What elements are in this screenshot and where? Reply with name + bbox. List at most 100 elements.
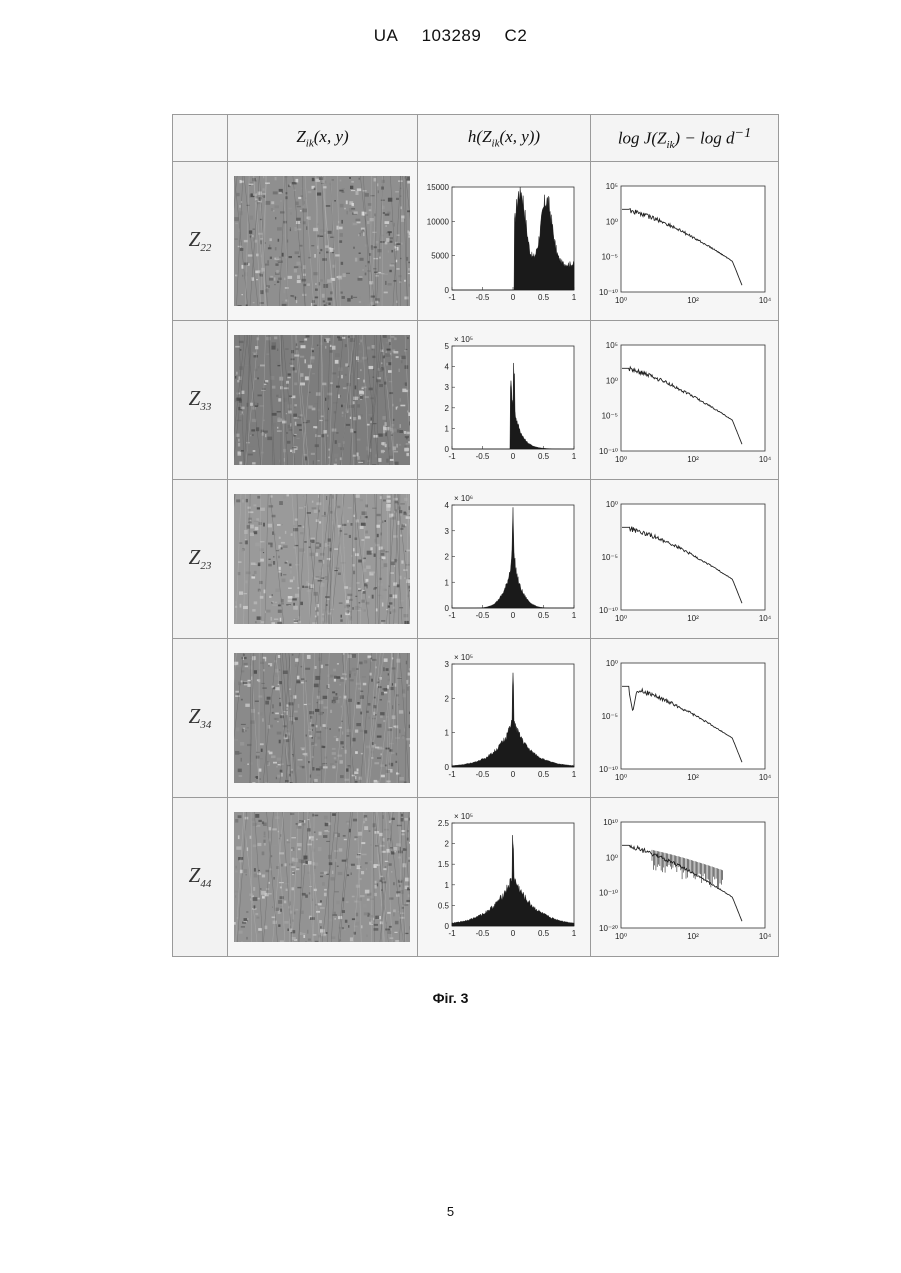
histogram-x-tick: 1 <box>572 770 577 779</box>
spectrum-x-tick: 10⁰ <box>615 932 627 941</box>
spectrum-plot: 10⁻¹⁰10⁻⁵10⁰10⁰10²10⁴ <box>591 639 778 797</box>
histogram-x-tick: 0 <box>511 770 516 779</box>
row-label-subscript: 44 <box>200 879 211 891</box>
histogram-x-tick: 0 <box>511 293 516 302</box>
country-code: UA <box>374 26 399 45</box>
histogram-cell: × 10⁵0123-1-0.500.51 <box>418 639 591 798</box>
row-label-subscript: 22 <box>200 243 211 255</box>
header-image-column: Zik(x, y) <box>228 115 418 162</box>
spectrum-y-tick: 10⁰ <box>606 500 618 509</box>
page-number: 5 <box>0 1204 901 1219</box>
spectrum-y-tick: 10⁰ <box>606 659 618 668</box>
row-label-symbol: Z <box>189 386 201 410</box>
table-row: Z22050001000015000-1-0.500.5110⁻¹⁰10⁻⁵10… <box>173 162 779 321</box>
spectrum-plot: 10⁻¹⁰10⁻⁵10⁰10⁰10²10⁴ <box>591 480 778 638</box>
histogram-x-tick: 1 <box>572 293 577 302</box>
spectrum-plot: 10⁻¹⁰10⁻⁵10⁰10⁵10⁰10²10⁴ <box>591 321 778 479</box>
histogram-x-tick: -0.5 <box>476 611 490 620</box>
histogram-y-tick: 3 <box>445 660 450 669</box>
patent-number: 103289 <box>422 26 482 45</box>
spectrum-y-tick: 10¹⁰ <box>603 818 618 827</box>
histogram-x-tick: 0 <box>511 929 516 938</box>
row-label-symbol: Z <box>189 545 201 569</box>
histogram-y-exponent: × 10⁶ <box>454 494 473 503</box>
spectrum-y-tick: 10⁰ <box>606 853 618 862</box>
histogram-x-tick: -0.5 <box>476 770 490 779</box>
histogram-cell: × 10⁵00.511.522.5-1-0.500.51 <box>418 798 591 957</box>
histogram-x-tick: -1 <box>448 770 456 779</box>
header-subscript: ik <box>492 137 500 149</box>
header-prefix: log J( <box>618 129 657 148</box>
row-label: Z22 <box>173 162 228 321</box>
spectrum-frame <box>621 345 765 451</box>
spectrum-cell: 10⁻¹⁰10⁻⁵10⁰10⁵10⁰10²10⁴ <box>591 321 779 480</box>
header-spectrum-column: log J(Zik) − log d−1 <box>591 115 779 162</box>
document-kind: C2 <box>505 26 528 45</box>
table-header-row: Zik(x, y) h(Zik(x, y)) log J(Zik) − log … <box>173 115 779 162</box>
histogram-x-tick: 0.5 <box>538 611 550 620</box>
histogram-x-tick: -0.5 <box>476 452 490 461</box>
spectrum-x-tick: 10⁴ <box>759 932 772 941</box>
spectrum-frame <box>621 822 765 928</box>
row-label: Z23 <box>173 480 228 639</box>
row-label-symbol: Z <box>189 863 201 887</box>
histogram-y-tick: 2.5 <box>438 819 450 828</box>
row-label-subscript: 34 <box>200 720 211 732</box>
histogram-x-tick: 0.5 <box>538 929 550 938</box>
spectrum-y-tick: 10⁻⁵ <box>602 712 618 721</box>
spectrum-y-tick: 10⁰ <box>606 217 618 226</box>
header-prefix: h( <box>468 127 482 146</box>
texture-image-cell <box>228 798 418 957</box>
histogram-x-tick: 0.5 <box>538 452 550 461</box>
spectrum-x-tick: 10⁴ <box>759 773 772 782</box>
histogram-plot: × 10⁵012345-1-0.500.51 <box>418 321 590 479</box>
histogram-x-tick: 1 <box>572 611 577 620</box>
histogram-y-tick: 10000 <box>427 217 450 226</box>
row-label-symbol: Z <box>189 227 201 251</box>
histogram-cell: 050001000015000-1-0.500.51 <box>418 162 591 321</box>
texture-image-cell <box>228 480 418 639</box>
spectrum-y-tick: 10⁻⁵ <box>602 412 618 421</box>
texture-image-cell <box>228 162 418 321</box>
histogram-x-tick: 0.5 <box>538 293 550 302</box>
row-label: Z44 <box>173 798 228 957</box>
spectrum-x-tick: 10⁰ <box>615 614 627 623</box>
figure-caption: Фіг. 3 <box>0 990 901 1006</box>
spectrum-plot: 10⁻²⁰10⁻¹⁰10⁰10¹⁰10⁰10²10⁴ <box>591 798 778 956</box>
spectrum-plot: 10⁻¹⁰10⁻⁵10⁰10⁵10⁰10²10⁴ <box>591 162 778 320</box>
histogram-cell: × 10⁶01234-1-0.500.51 <box>418 480 591 639</box>
spectrum-x-tick: 10² <box>687 932 699 941</box>
histogram-y-tick: 5 <box>445 342 450 351</box>
header-symbol: Z <box>296 127 305 146</box>
histogram-x-tick: 0 <box>511 611 516 620</box>
histogram-x-tick: -1 <box>448 293 456 302</box>
figure-table: Zik(x, y) h(Zik(x, y)) log J(Zik) − log … <box>172 114 779 957</box>
table-row: Z44× 10⁵00.511.522.5-1-0.500.5110⁻²⁰10⁻¹… <box>173 798 779 957</box>
texture-image <box>234 176 410 306</box>
texture-image-cell <box>228 639 418 798</box>
header-symbol: Z <box>482 127 491 146</box>
document-header: UA 103289 C2 <box>0 26 901 46</box>
histogram-x-tick: -1 <box>448 929 456 938</box>
table-row: Z34× 10⁵0123-1-0.500.5110⁻¹⁰10⁻⁵10⁰10⁰10… <box>173 639 779 798</box>
histogram-y-tick: 2 <box>445 404 450 413</box>
spectrum-cell: 10⁻¹⁰10⁻⁵10⁰10⁰10²10⁴ <box>591 639 779 798</box>
spectrum-x-tick: 10² <box>687 614 699 623</box>
histogram-y-tick: 1 <box>445 729 450 738</box>
spectrum-y-tick: 10⁰ <box>606 376 618 385</box>
histogram-x-tick: -0.5 <box>476 293 490 302</box>
histogram-y-tick: 1 <box>445 424 450 433</box>
texture-image <box>234 494 410 624</box>
table-row: Z33× 10⁵012345-1-0.500.5110⁻¹⁰10⁻⁵10⁰10⁵… <box>173 321 779 480</box>
row-label-subscript: 23 <box>200 561 211 573</box>
texture-image <box>234 653 410 783</box>
histogram-y-tick: 3 <box>445 527 450 536</box>
texture-image-cell <box>228 321 418 480</box>
spectrum-x-tick: 10⁰ <box>615 773 627 782</box>
spectrum-y-tick: 10⁵ <box>606 341 618 350</box>
header-histogram-column: h(Zik(x, y)) <box>418 115 591 162</box>
histogram-y-tick: 1.5 <box>438 860 450 869</box>
histogram-y-exponent: × 10⁵ <box>454 335 473 344</box>
spectrum-x-tick: 10⁴ <box>759 614 772 623</box>
row-label-symbol: Z <box>189 704 201 728</box>
